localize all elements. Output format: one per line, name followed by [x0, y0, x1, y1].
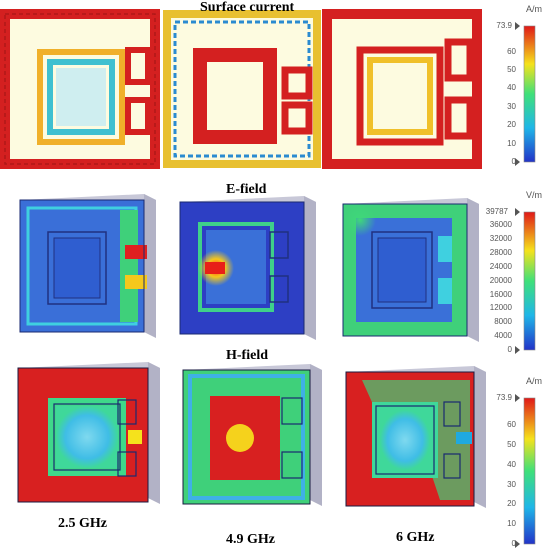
colorbar-tick-label: 16000	[489, 289, 512, 299]
colorbar-hfield-max: 73.9	[496, 393, 512, 402]
colorbar-surface	[523, 25, 536, 163]
h-field-2p5ghz	[17, 362, 160, 504]
colorbar-tick-label: 32000	[489, 234, 512, 243]
colorbar-tick-label: 12000	[489, 303, 512, 313]
surface-current-row	[0, 9, 482, 169]
surface-current-6ghz	[322, 9, 482, 169]
h-field-6ghz	[345, 366, 486, 508]
colorbars	[515, 22, 536, 548]
colorbar-tick-label: 4000	[494, 331, 512, 341]
e-field-4p9ghz	[179, 196, 316, 340]
colorbar-tick-label: 28000	[489, 247, 512, 257]
colorbar-tick-label: 50	[507, 64, 516, 74]
colorbar-hfield-unit: A/m	[526, 376, 543, 386]
colorbar-tick-label: 8000	[494, 317, 512, 327]
h-field-title: H-field	[226, 348, 268, 363]
colorbar-tick-label: 24000	[489, 261, 512, 271]
colorbar-tick-label: 0	[511, 157, 516, 166]
colorbar-tick-label: 10	[507, 519, 516, 529]
colorbar-tick-label: 0	[511, 539, 516, 548]
surface-current-title: Surface current	[200, 0, 295, 15]
e-field-title: E-field	[226, 182, 267, 197]
colorbar-tick-label: 60	[507, 420, 516, 430]
colorbar-tick-label: 20	[507, 499, 516, 509]
colorbar-tick-label: 20	[507, 120, 516, 130]
colorbar-efield-unit: V/m	[526, 190, 543, 200]
colorbar-tick-label: 40	[507, 459, 516, 469]
colorbar-tick-label: 0	[507, 345, 512, 354]
h-field-4p9ghz	[182, 364, 322, 506]
colorbar-tick-label: 30	[507, 101, 516, 111]
colorbar-efield	[523, 211, 536, 351]
frequency-label-1: 2.5 GHz	[58, 516, 107, 531]
colorbar-surface-unit: A/m	[526, 4, 543, 14]
colorbar-tick-label: 20000	[489, 275, 512, 285]
frequency-label-2: 4.9 GHz	[226, 532, 275, 547]
colorbar-tick-label: 40	[507, 83, 516, 93]
colorbar-hfield	[523, 397, 536, 545]
e-field-row	[19, 194, 479, 342]
e-field-6ghz	[342, 198, 479, 342]
colorbar-surface-max: 73.9	[496, 21, 512, 30]
colorbar-tick-label: 50	[507, 440, 516, 450]
colorbar-tick-label: 60	[507, 46, 516, 56]
colorbar-tick-label: 30	[507, 479, 516, 489]
e-field-2p5ghz	[19, 194, 156, 338]
surface-current-4p9ghz	[163, 10, 321, 168]
colorbar-tick-label: 36000	[489, 220, 512, 230]
surface-current-2p5ghz	[0, 9, 160, 169]
frequency-label-3: 6 GHz	[396, 530, 435, 545]
colorbar-tick-label: 10	[507, 138, 516, 148]
h-field-row	[17, 362, 486, 508]
colorbar-efield-max: 39787	[485, 207, 508, 216]
